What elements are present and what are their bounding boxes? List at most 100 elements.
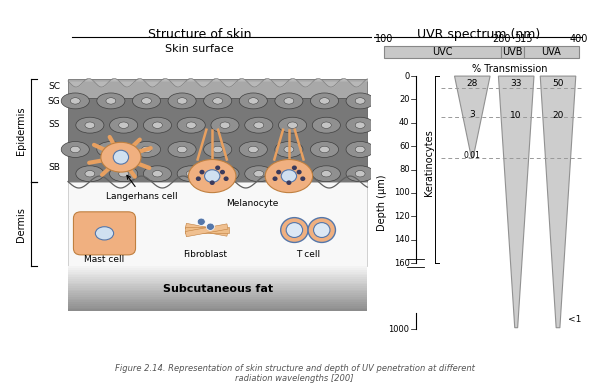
Ellipse shape: [310, 142, 339, 157]
Polygon shape: [498, 76, 534, 328]
Ellipse shape: [133, 93, 161, 109]
Bar: [68, 286, 368, 288]
Ellipse shape: [355, 171, 365, 177]
Text: Depth (μm): Depth (μm): [378, 174, 388, 231]
Ellipse shape: [133, 142, 161, 157]
Bar: [68, 293, 368, 295]
Ellipse shape: [310, 93, 339, 109]
Ellipse shape: [141, 146, 151, 152]
FancyArrow shape: [185, 224, 228, 237]
Bar: [68, 97, 368, 182]
Bar: [68, 182, 368, 266]
Bar: [68, 281, 368, 283]
Ellipse shape: [322, 122, 331, 128]
Text: SB: SB: [48, 162, 60, 172]
Ellipse shape: [177, 166, 206, 182]
Ellipse shape: [281, 170, 297, 182]
Ellipse shape: [213, 98, 223, 104]
Text: Epidermis: Epidermis: [16, 107, 27, 155]
FancyBboxPatch shape: [74, 212, 135, 255]
Ellipse shape: [355, 146, 365, 152]
Circle shape: [224, 176, 229, 181]
Text: 400: 400: [570, 33, 588, 44]
Bar: [68, 291, 368, 293]
Text: 20: 20: [399, 95, 409, 104]
Text: 100: 100: [375, 33, 393, 44]
Ellipse shape: [286, 223, 303, 238]
Text: 10: 10: [511, 110, 522, 119]
Circle shape: [206, 223, 214, 230]
Ellipse shape: [97, 142, 125, 157]
Text: 1000: 1000: [389, 325, 409, 334]
Ellipse shape: [95, 227, 114, 240]
Ellipse shape: [85, 122, 95, 128]
Ellipse shape: [177, 98, 187, 104]
Text: 315: 315: [515, 33, 533, 44]
Text: SC: SC: [48, 82, 60, 90]
Text: UVB: UVB: [502, 47, 523, 57]
Text: SG: SG: [47, 97, 60, 106]
Ellipse shape: [168, 93, 196, 109]
Bar: [68, 310, 368, 311]
Text: 0: 0: [404, 72, 409, 80]
Bar: [68, 270, 368, 272]
Bar: [68, 306, 368, 308]
Ellipse shape: [153, 122, 163, 128]
Ellipse shape: [70, 98, 80, 104]
Ellipse shape: [355, 98, 365, 104]
Text: 20: 20: [552, 110, 564, 119]
Circle shape: [276, 170, 281, 174]
Bar: [68, 302, 368, 304]
Ellipse shape: [61, 142, 90, 157]
Ellipse shape: [220, 171, 230, 177]
Text: 60: 60: [399, 142, 409, 151]
Ellipse shape: [279, 117, 307, 133]
Circle shape: [197, 218, 206, 225]
Ellipse shape: [177, 117, 206, 133]
Text: UVC: UVC: [432, 47, 453, 57]
Bar: [68, 300, 368, 302]
Text: 50: 50: [552, 79, 564, 88]
Bar: [68, 285, 368, 286]
Ellipse shape: [308, 218, 336, 243]
Ellipse shape: [346, 166, 374, 182]
Text: 33: 33: [511, 79, 522, 88]
Ellipse shape: [244, 117, 273, 133]
Text: Figure 2.14. Representation of skin structure and depth of UV penetration at dif: Figure 2.14. Representation of skin stru…: [115, 364, 474, 383]
Bar: [68, 277, 368, 279]
Circle shape: [273, 176, 277, 181]
Text: <1: <1: [568, 315, 581, 325]
Ellipse shape: [284, 98, 294, 104]
Text: 140: 140: [394, 235, 409, 244]
Bar: [68, 283, 368, 285]
Text: Fibroblast: Fibroblast: [183, 250, 227, 259]
Text: Skin surface: Skin surface: [165, 44, 234, 54]
Ellipse shape: [211, 117, 239, 133]
Bar: [68, 79, 368, 98]
Circle shape: [300, 176, 305, 181]
Ellipse shape: [186, 171, 196, 177]
Ellipse shape: [110, 166, 138, 182]
Bar: [68, 295, 368, 297]
Polygon shape: [540, 76, 576, 328]
Text: UVA: UVA: [541, 47, 561, 57]
Ellipse shape: [76, 117, 104, 133]
Ellipse shape: [61, 93, 90, 109]
Ellipse shape: [113, 150, 128, 164]
Ellipse shape: [97, 93, 125, 109]
Ellipse shape: [76, 166, 104, 182]
FancyArrow shape: [185, 223, 228, 236]
Ellipse shape: [110, 117, 138, 133]
Circle shape: [200, 170, 204, 174]
Ellipse shape: [143, 117, 171, 133]
Bar: [68, 272, 368, 274]
Bar: [68, 290, 368, 291]
Ellipse shape: [188, 159, 236, 192]
Text: 120: 120: [394, 212, 409, 221]
Text: 28: 28: [466, 79, 478, 88]
Ellipse shape: [265, 159, 313, 192]
Bar: [68, 279, 368, 281]
Ellipse shape: [249, 146, 258, 152]
Ellipse shape: [312, 117, 340, 133]
Ellipse shape: [346, 142, 374, 157]
